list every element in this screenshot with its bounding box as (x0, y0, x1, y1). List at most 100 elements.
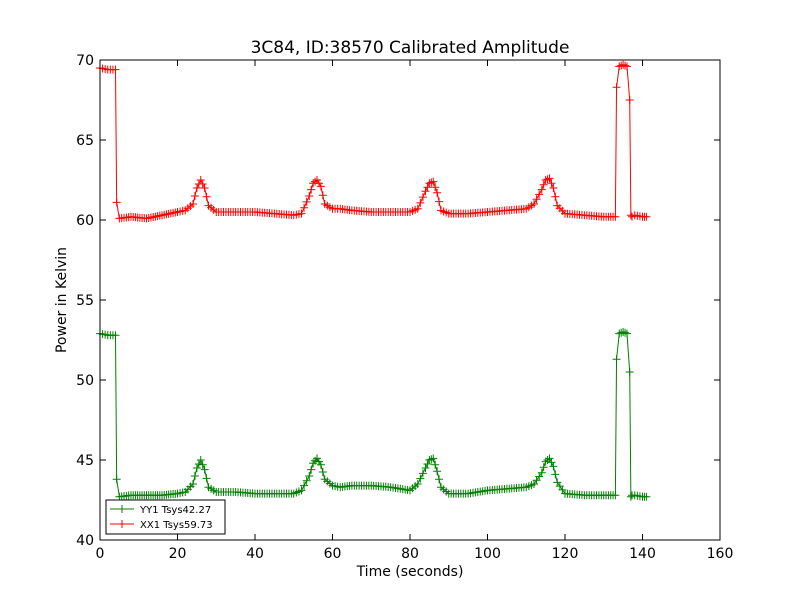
data-point-marker (431, 460, 440, 469)
data-point-marker (311, 177, 320, 186)
data-point-marker (314, 457, 323, 466)
y-tick-label: 60 (76, 213, 94, 229)
data-point-marker (307, 465, 316, 474)
data-point-marker (302, 476, 311, 485)
data-point-marker (611, 491, 620, 500)
data-point-marker (314, 179, 323, 188)
data-point-marker (537, 468, 546, 477)
data-point-marker (305, 472, 314, 480)
data-point-marker (537, 185, 546, 194)
data-point-marker (425, 179, 434, 188)
data-point-marker (316, 182, 325, 191)
data-point-marker (297, 486, 306, 495)
data-point-marker (198, 460, 207, 469)
data-point-marker (623, 62, 631, 71)
data-point-marker (545, 174, 554, 183)
data-point-marker (435, 475, 444, 484)
x-tick-label: 40 (246, 546, 264, 562)
data-point-marker (429, 177, 438, 186)
data-point-marker (190, 472, 199, 480)
data-point-marker (421, 464, 430, 472)
data-point-marker (619, 328, 628, 336)
series-yy1 (96, 328, 651, 501)
legend: YY1 Tsys42.27 XX1 Tsys59.73 (105, 499, 226, 535)
data-point-marker (551, 470, 560, 479)
data-point-marker (541, 457, 550, 466)
data-point-marker (547, 458, 556, 467)
data-point-marker (200, 465, 209, 474)
data-point-marker (551, 192, 560, 201)
x-tick-label: 160 (707, 546, 734, 562)
data-point-marker (302, 197, 311, 206)
data-point-marker (535, 190, 544, 199)
data-point-marker (189, 480, 197, 488)
x-tick-label: 140 (629, 546, 656, 562)
data-point-marker (423, 183, 432, 192)
data-point-marker (192, 464, 201, 472)
data-point-marker (192, 184, 201, 192)
y-axis: 40 45 50 55 60 65 70 (76, 53, 720, 549)
data-point-marker (313, 176, 321, 184)
data-point-marker (421, 187, 430, 196)
data-point-marker (549, 184, 558, 192)
x-tick-label: 0 (96, 546, 105, 562)
x-axis-label: Time (seconds) (356, 564, 464, 580)
data-point-marker (545, 454, 554, 463)
data-point-marker (305, 192, 314, 200)
data-point-marker (316, 460, 325, 469)
data-point-marker (431, 183, 440, 192)
data-point-marker (413, 204, 422, 213)
data-point-marker (611, 212, 620, 221)
data-point-marker (615, 329, 624, 338)
y-tick-label: 50 (76, 373, 94, 389)
legend-box (105, 499, 226, 535)
data-point-marker (539, 180, 548, 189)
data-point-marker (202, 192, 211, 201)
data-point-marker (423, 460, 432, 468)
data-point-marker (539, 463, 548, 472)
data-point-marker (112, 198, 121, 207)
data-point-marker (413, 480, 422, 488)
legend-entry-label: XX1 Tsys59.73 (140, 520, 213, 531)
data-point-marker (543, 175, 552, 184)
data-point-marker (549, 462, 558, 471)
data-point-marker (194, 460, 203, 468)
y-axis-label: Power in Kelvin (54, 247, 70, 353)
data-point-marker (621, 61, 630, 70)
data-point-marker (189, 200, 197, 208)
data-point-marker (612, 83, 621, 92)
x-tick-label: 60 (324, 546, 342, 562)
data-point-marker (433, 467, 442, 476)
data-point-marker (202, 474, 211, 483)
data-point-marker (532, 195, 541, 204)
y-tick-label: 40 (76, 533, 94, 549)
x-axis: 0 20 40 60 80 100 120 140 160 (96, 60, 734, 562)
data-point-marker (626, 492, 635, 501)
data-point-marker (418, 469, 427, 478)
legend-swatch-marker (118, 505, 126, 513)
x-tick-label: 20 (169, 546, 187, 562)
data-point-marker (318, 191, 327, 200)
data-point-marker (297, 209, 306, 218)
x-tick-label: 100 (474, 546, 501, 562)
data-point-marker (416, 198, 425, 207)
data-point-marker (642, 212, 651, 221)
x-tick-label: 120 (552, 546, 579, 562)
data-point-marker (425, 456, 434, 464)
data-point-marker (623, 329, 631, 338)
data-point-marker (313, 454, 321, 463)
x-tick-label: 80 (401, 546, 419, 562)
data-point-marker (427, 178, 436, 187)
series-xx1 (96, 60, 651, 223)
data-point-marker (418, 193, 427, 202)
data-point-marker (112, 475, 121, 484)
data-point-marker (111, 65, 120, 74)
data-point-marker (300, 481, 309, 490)
data-point-marker (307, 185, 316, 194)
data-point-marker (612, 355, 621, 364)
data-point-marker (547, 179, 556, 188)
legend-entry-label: YY1 Tsys42.27 (139, 505, 211, 516)
y-tick-label: 70 (76, 53, 94, 69)
data-point-marker (200, 184, 209, 192)
